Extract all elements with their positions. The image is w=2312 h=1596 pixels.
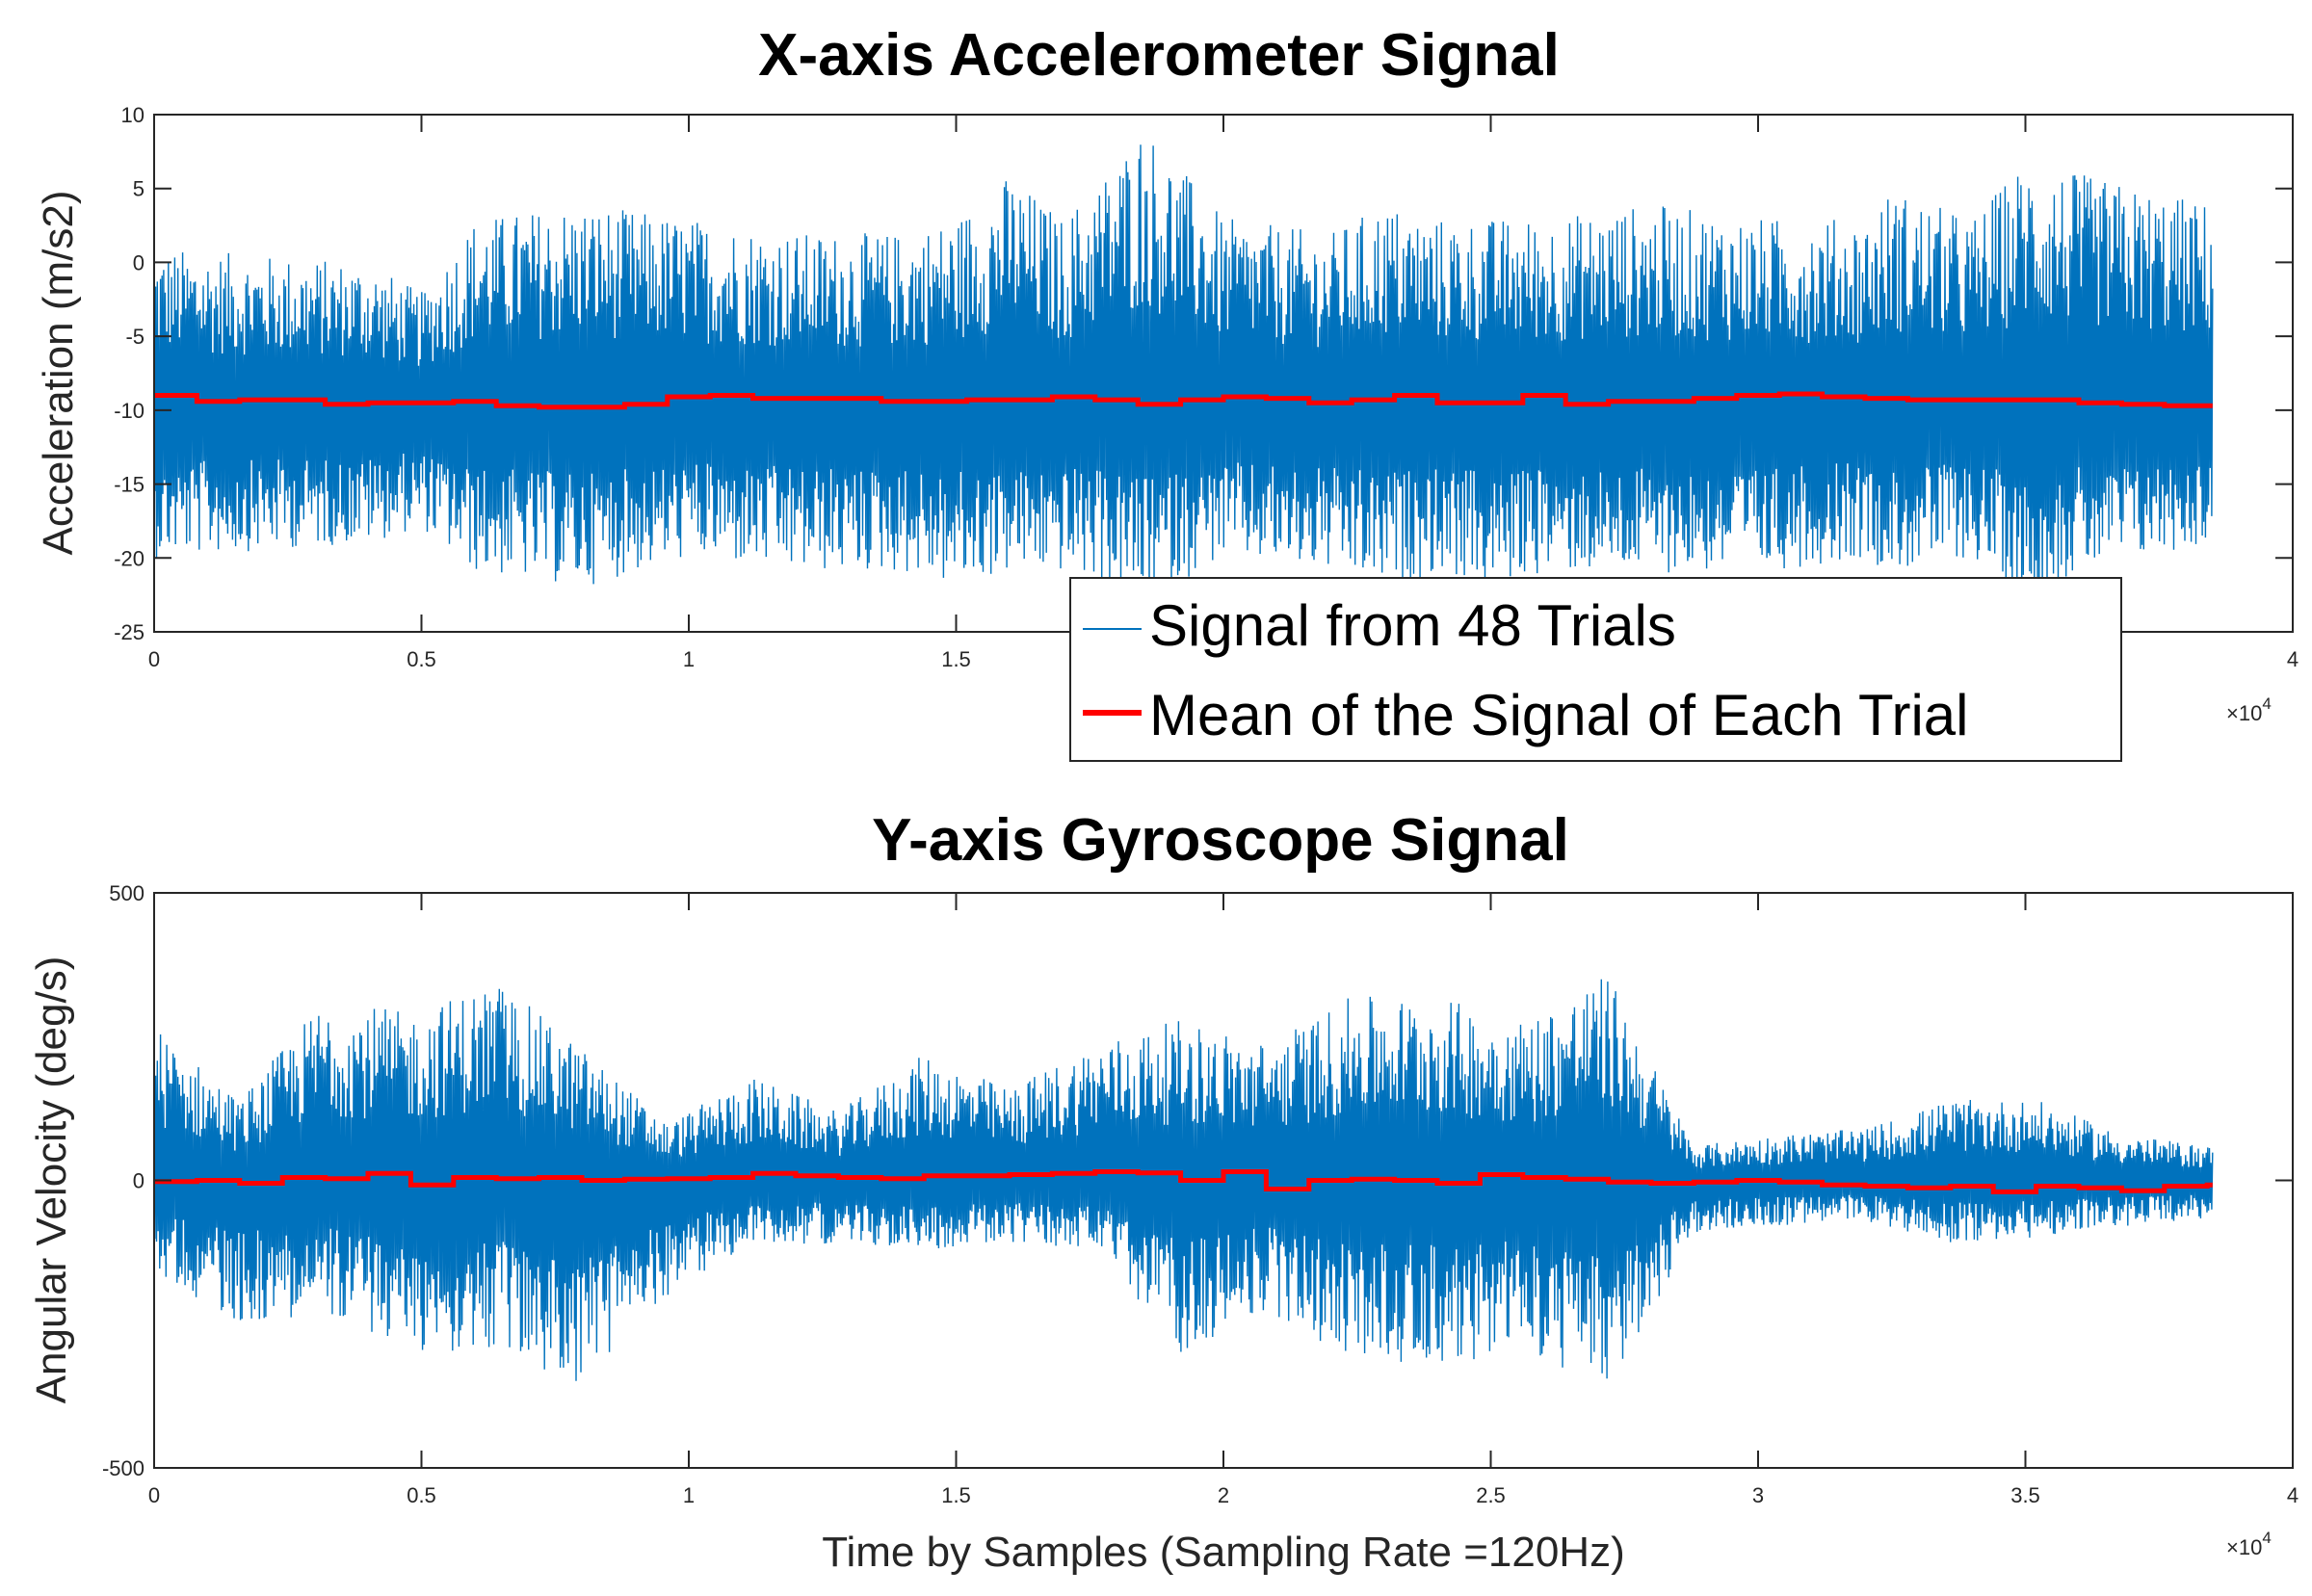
x-exponent-label: ×104 — [2226, 694, 2272, 725]
x-tick-label: 0.5 — [407, 647, 436, 671]
mean-series — [154, 391, 2213, 410]
x-exponent-power: 4 — [2262, 1529, 2271, 1547]
mean-line — [154, 391, 2213, 410]
chart-title: X-axis Accelerometer Signal — [758, 22, 1560, 89]
x-tick-label: 0.5 — [407, 1483, 436, 1507]
x-tick-label: 3 — [1752, 1483, 1764, 1507]
y-tick-label: -20 — [114, 546, 144, 570]
x-tick-label: 4 — [2287, 1483, 2299, 1507]
x-tick-label: 2.5 — [1476, 1483, 1506, 1507]
y-tick-label: 500 — [109, 881, 144, 905]
x-tick-label: 0 — [148, 1483, 160, 1507]
x-tick-label: 1.5 — [941, 647, 971, 671]
x-exponent-label: ×104 — [2226, 1529, 2272, 1559]
accelerometer-panel: X-axis Accelerometer Signal Acceleration… — [35, 22, 2299, 762]
y-tick-label: 10 — [121, 103, 144, 127]
y-tick-label: 0 — [133, 1169, 144, 1193]
signal-series — [153, 144, 2214, 596]
y-tick-label: -5 — [125, 325, 144, 349]
signal-line — [153, 144, 2214, 596]
x-tick-label: 3.5 — [2010, 1483, 2040, 1507]
gyroscope-panel: Y-axis Gyroscope Signal Angular Velocity… — [28, 807, 2299, 1576]
x-tick-label: 1 — [683, 647, 695, 671]
legend-box — [1069, 577, 2122, 762]
y-axis-label: Acceleration (m/s2) — [35, 190, 82, 555]
legend-entry-signal: Signal from 48 Trials — [1149, 593, 1676, 658]
x-axis-label: Time by Samples (Sampling Rate =120Hz) — [822, 1529, 1625, 1576]
y-tick-label: -25 — [114, 620, 144, 644]
y-axis-label: Angular Velocity (deg/s) — [28, 956, 75, 1404]
y-tick-label: 0 — [133, 250, 144, 275]
legend-entry-mean: Mean of the Signal of Each Trial — [1149, 683, 1969, 747]
chart-title: Y-axis Gyroscope Signal — [872, 807, 1569, 874]
mean-series — [154, 1169, 2213, 1194]
y-tick-label: -15 — [114, 473, 144, 497]
x-tick-label: 2 — [1218, 1483, 1229, 1507]
mean-line — [154, 1169, 2213, 1194]
legend: Signal from 48 Trials Mean of the Signal… — [1069, 577, 2122, 762]
y-tick-label: -500 — [102, 1456, 144, 1480]
y-tick-label: 5 — [133, 177, 144, 201]
x-tick-label: 4 — [2287, 647, 2299, 671]
x-tick-label: 1 — [683, 1483, 695, 1507]
y-tick-label: -10 — [114, 399, 144, 423]
x-tick-label: 0 — [148, 647, 160, 671]
x-exponent-power: 4 — [2262, 694, 2271, 713]
x-tick-label: 1.5 — [941, 1483, 971, 1507]
